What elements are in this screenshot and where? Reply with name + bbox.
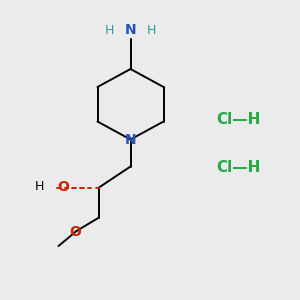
Text: H: H (105, 24, 114, 37)
Text: H: H (35, 180, 44, 194)
Text: Cl—H: Cl—H (216, 112, 260, 128)
Text: O: O (70, 225, 82, 238)
Text: N: N (125, 133, 136, 146)
Text: H: H (147, 24, 156, 37)
Text: O: O (57, 180, 69, 194)
Text: Cl—H: Cl—H (216, 160, 260, 175)
Text: N: N (125, 23, 136, 38)
